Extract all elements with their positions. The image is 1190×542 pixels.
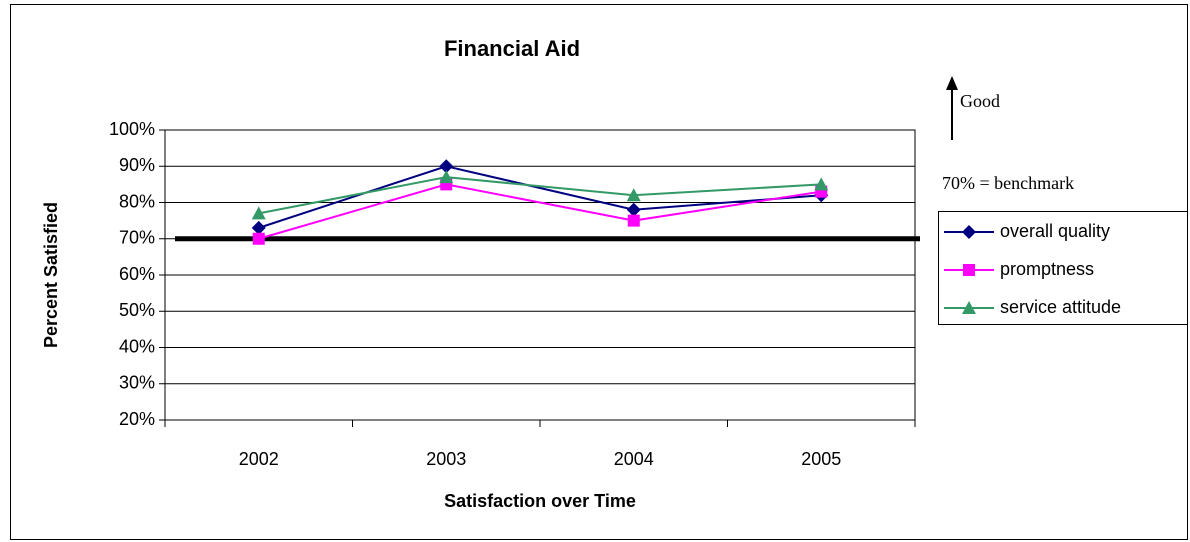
y-tick-label: 100%	[109, 119, 155, 139]
marker	[626, 188, 641, 202]
good-arrowhead	[946, 76, 958, 90]
x-axis-label: Satisfaction over Time	[444, 491, 636, 511]
legend-marker	[963, 264, 975, 276]
marker	[439, 159, 454, 174]
legend	[938, 211, 1188, 325]
series-line	[258, 176, 822, 215]
marker	[252, 232, 265, 245]
marker	[627, 214, 640, 227]
series-line	[258, 165, 822, 229]
y-tick-label: 20%	[119, 409, 155, 429]
y-tick-label: 40%	[119, 336, 155, 356]
legend-marker	[962, 225, 976, 239]
x-tick-label: 2004	[614, 449, 654, 469]
x-tick-label: 2005	[801, 449, 841, 469]
legend-label: promptness	[1000, 259, 1094, 279]
marker	[251, 220, 266, 235]
marker	[814, 177, 829, 191]
marker	[251, 206, 266, 220]
y-tick-label: 70%	[119, 228, 155, 248]
y-tick-label: 30%	[119, 373, 155, 393]
legend-label: service attitude	[1000, 297, 1121, 317]
chart-title: Financial Aid	[444, 36, 580, 61]
marker	[439, 170, 454, 184]
y-axis-label: Percent Satisfied	[41, 202, 61, 348]
y-tick-label: 90%	[119, 155, 155, 175]
y-tick-label: 60%	[119, 264, 155, 284]
legend-marker	[962, 301, 976, 314]
x-tick-label: 2002	[239, 449, 279, 469]
annotation: 70% = benchmark	[942, 173, 1074, 193]
marker	[626, 202, 641, 217]
y-tick-label: 50%	[119, 300, 155, 320]
y-tick-label: 80%	[119, 191, 155, 211]
annotation: Good	[960, 91, 1000, 111]
series-line	[258, 183, 822, 240]
legend-label: overall quality	[1000, 221, 1110, 241]
x-tick-label: 2003	[426, 449, 466, 469]
